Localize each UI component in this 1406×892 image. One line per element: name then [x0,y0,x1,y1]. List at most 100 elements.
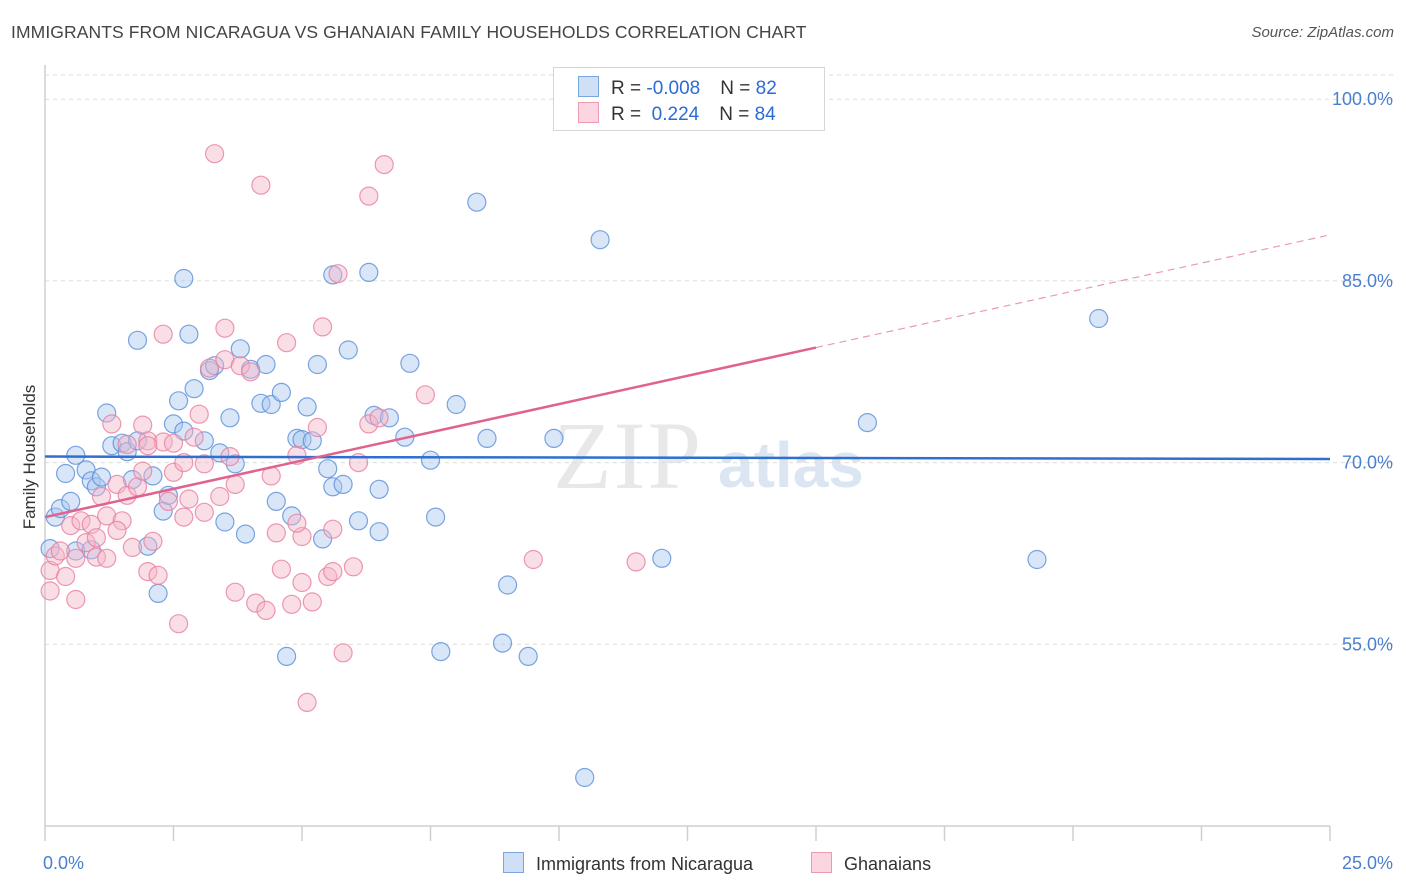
legend-n-label: N = [720,78,756,99]
ghanaians-point [215,318,235,338]
ghanaians-point [523,549,543,570]
legend-r-label: R = [611,104,647,125]
ghanaians-point [179,489,199,509]
nicaragua-point [215,512,235,532]
ghanaians-point [153,324,173,344]
ghanaians-point [158,491,178,511]
series-ghanaians [40,144,646,713]
ghanaians-point [184,427,204,447]
nicaragua-point [81,471,101,491]
ghanaians-point [66,589,86,610]
ghanaians-point [148,565,168,585]
ghanaians-point [241,362,261,382]
ghanaians-point [333,643,353,663]
ghanaians-point [76,532,96,553]
ghanaians-point [112,511,132,531]
nicaragua-point [251,393,271,413]
ghanaians-point [174,507,194,527]
nicaragua-point [477,428,497,448]
nicaragua-point [467,192,487,212]
legend-n-value: 82 [755,78,777,99]
nicaragua-point [55,463,76,484]
ghanaians-point [174,453,194,473]
legend-swatch-nicaragua [503,852,524,873]
nicaragua-point [220,408,240,428]
nicaragua-point [97,403,117,423]
nicaragua-point [194,431,214,451]
ghanaians-point [256,600,276,621]
legend-swatch-ghanaians [578,102,599,123]
ghanaians-trend-extension [815,234,1331,349]
legend-label-nicaragua: Immigrants from Nicaragua [536,854,754,874]
ghanaians-point [50,541,71,561]
ghanaians-point [71,511,91,531]
ghanaians-point [199,358,220,378]
ghanaians-point [266,523,286,543]
ghanaians-point [40,581,60,601]
nicaragua-point [86,477,107,497]
nicaragua-trend-line [44,455,1331,461]
nicaragua-point [66,445,86,465]
nicaragua-point [446,394,466,415]
ghanaians-point [102,414,122,434]
nicaragua-point [163,414,184,434]
ghanaians-point [97,506,117,526]
bottom-legend-ghanaians[interactable]: Ghanaians [811,852,931,875]
y-axis-label: Family Households [20,385,39,530]
ghanaians-point [169,614,189,634]
ghanaians-point [138,431,158,451]
legend-r-label: R = [611,78,647,99]
ghanaians-point [225,582,245,602]
tick-labels: 55.0% 70.0% 85.0% 100.0% 0.0% 25.0% [43,89,1393,873]
ghanaians-point [359,414,379,434]
ghanaians-point [282,594,302,614]
ghanaians-point [415,385,435,405]
nicaragua-point [338,340,358,360]
ghanaians-point [343,557,363,577]
ghanaians-point [287,513,307,533]
nicaragua-point [61,491,81,511]
ghanaians-point [163,433,184,453]
nicaragua-point [426,507,446,527]
ghanaians-point [86,547,107,567]
ghanaians-point [626,552,646,572]
ghanaians-point [117,434,137,454]
nicaragua-point [148,583,168,604]
nicaragua-point [857,413,878,433]
nicaragua-point [590,230,610,250]
ghanaians-point [163,462,184,482]
correlation-legend: R = -0.008 N = 82 R = 0.224 N = 84 [553,67,825,131]
axes [44,65,1331,841]
nicaragua-point [184,379,204,399]
nicaragua-point [205,356,225,376]
nicaragua-point [266,491,286,511]
ghanaians-point [138,561,158,582]
ghanaians-point [292,572,312,593]
legend-swatch-nicaragua [578,76,599,97]
ghanaians-point [328,264,348,284]
nicaragua-point [400,353,420,373]
nicaragua-point [431,641,451,662]
nicaragua-point [1089,308,1109,329]
nicaragua-point [318,459,338,479]
nicaragua-point [369,479,389,499]
ghanaians-point [143,531,163,551]
nicaragua-point [652,548,672,568]
ghanaians-point [230,356,250,376]
ghanaians-point [205,144,225,164]
nicaragua-point [369,522,389,542]
legend-n-value: 84 [754,104,776,125]
nicaragua-point [297,397,317,417]
bottom-legend-nicaragua[interactable]: Immigrants from Nicaragua [503,852,753,875]
trend-lines [44,234,1331,519]
nicaragua-point [359,262,379,282]
nicaragua-point [271,382,291,402]
ghanaians-point [369,408,389,428]
ghanaians-point [55,566,76,587]
nicaragua-point [313,529,333,549]
nicaragua-point [91,467,112,487]
nicaragua-point [518,646,538,667]
ghanaians-point [302,592,322,612]
ghanaians-point [61,515,81,536]
